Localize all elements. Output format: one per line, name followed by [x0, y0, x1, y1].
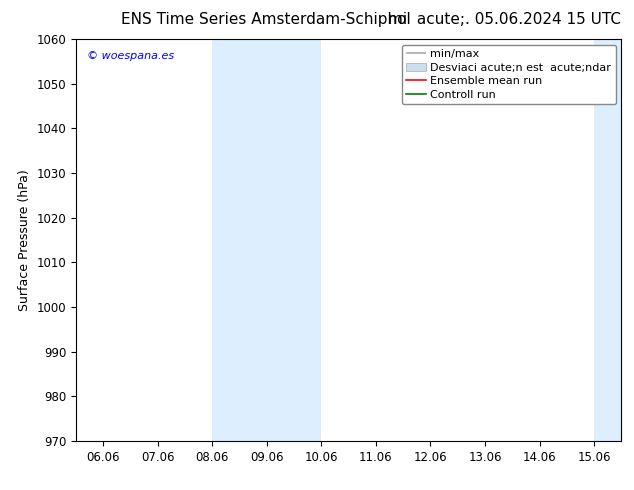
- Text: © woespana.es: © woespana.es: [87, 51, 174, 61]
- Legend: min/max, Desviaci acute;n est  acute;ndar, Ensemble mean run, Controll run: min/max, Desviaci acute;n est acute;ndar…: [401, 45, 616, 104]
- Bar: [594, 39, 627, 441]
- Text: ENS Time Series Amsterdam-Schiphol: ENS Time Series Amsterdam-Schiphol: [121, 12, 411, 27]
- Bar: [212, 39, 321, 441]
- Text: mi  acute;. 05.06.2024 15 UTC: mi acute;. 05.06.2024 15 UTC: [388, 12, 621, 27]
- Y-axis label: Surface Pressure (hPa): Surface Pressure (hPa): [18, 169, 31, 311]
